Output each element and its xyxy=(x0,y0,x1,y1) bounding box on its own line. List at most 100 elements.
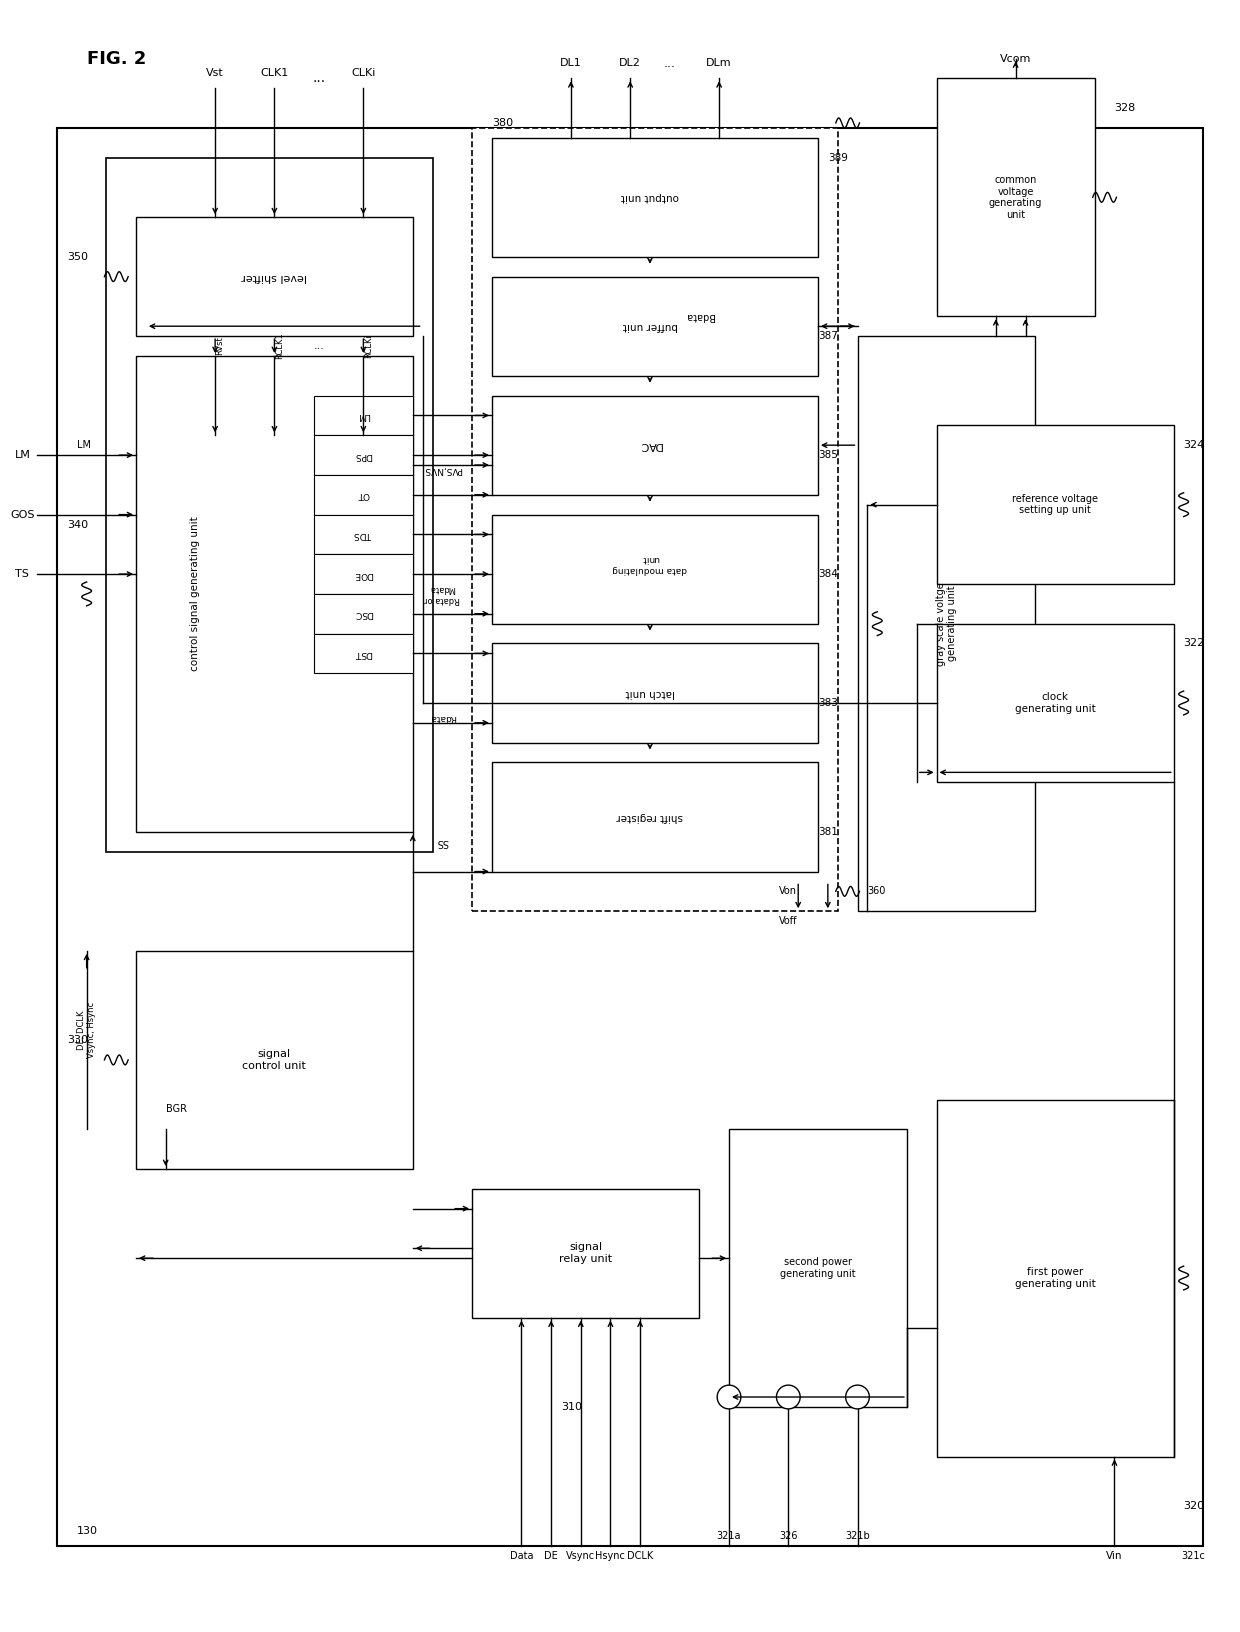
Text: Vsync: Vsync xyxy=(567,1550,595,1560)
Text: 360: 360 xyxy=(868,886,885,896)
Text: Von: Von xyxy=(779,886,796,896)
Text: 350: 350 xyxy=(67,251,88,261)
Circle shape xyxy=(846,1386,869,1408)
Text: DPS: DPS xyxy=(355,450,372,460)
Text: CLK1: CLK1 xyxy=(260,69,289,78)
Text: TDS: TDS xyxy=(355,530,372,539)
Text: 322: 322 xyxy=(1184,638,1205,648)
Text: DLm: DLm xyxy=(707,59,732,69)
Bar xyxy=(314,475,413,514)
Text: common
voltage
generating
unit: common voltage generating unit xyxy=(990,175,1043,220)
Text: second power
generating unit: second power generating unit xyxy=(780,1257,856,1279)
Text: latch unit: latch unit xyxy=(625,689,675,698)
Bar xyxy=(57,127,1203,1546)
Text: FIG. 2: FIG. 2 xyxy=(87,49,146,67)
Text: 389: 389 xyxy=(828,153,848,163)
Circle shape xyxy=(717,1386,740,1408)
Text: DOE: DOE xyxy=(353,570,373,579)
Bar xyxy=(136,356,413,832)
Bar xyxy=(492,137,818,256)
Text: signal
relay unit: signal relay unit xyxy=(559,1242,613,1265)
Text: 385: 385 xyxy=(818,450,838,460)
Text: output unit: output unit xyxy=(621,193,680,202)
Bar xyxy=(492,277,818,375)
Text: LM: LM xyxy=(15,450,30,460)
Bar xyxy=(136,217,413,336)
Bar xyxy=(314,395,413,436)
Text: Vcom: Vcom xyxy=(999,54,1032,64)
Text: 130: 130 xyxy=(77,1526,98,1536)
Text: Hsync: Hsync xyxy=(595,1550,625,1560)
Text: DE, DCLK
Vsync, Hsync: DE, DCLK Vsync, Hsync xyxy=(77,1002,97,1058)
Text: 330: 330 xyxy=(67,1035,88,1044)
Bar xyxy=(314,514,413,555)
Bar xyxy=(314,436,413,475)
Text: gray scale voltge
generating unit: gray scale voltge generating unit xyxy=(936,581,957,666)
Text: 324: 324 xyxy=(1184,441,1205,450)
Bar xyxy=(492,395,818,494)
Text: OT: OT xyxy=(357,490,370,499)
Text: DL1: DL1 xyxy=(560,59,582,69)
Text: RVst: RVst xyxy=(216,336,224,356)
Bar xyxy=(136,951,413,1169)
Text: 320: 320 xyxy=(1184,1501,1205,1511)
Bar xyxy=(858,336,1035,911)
Text: Voff: Voff xyxy=(779,916,797,925)
Text: CLKi: CLKi xyxy=(351,69,376,78)
Text: TS: TS xyxy=(15,570,30,579)
Text: 380: 380 xyxy=(492,118,513,127)
Text: 340: 340 xyxy=(67,519,88,529)
Text: data modulating
unit: data modulating unit xyxy=(613,555,687,574)
Text: DAC: DAC xyxy=(639,441,662,450)
Text: buffer unit: buffer unit xyxy=(622,322,677,331)
Text: Rdata or
Mdata: Rdata or Mdata xyxy=(424,584,460,604)
Text: RCLKi: RCLKi xyxy=(363,335,373,357)
Text: 383: 383 xyxy=(818,698,838,708)
Bar xyxy=(729,1129,906,1407)
Text: DSC: DSC xyxy=(353,609,373,619)
Text: Vin: Vin xyxy=(1106,1550,1122,1560)
Text: ...: ... xyxy=(663,57,676,70)
Bar xyxy=(314,555,413,594)
Bar xyxy=(472,1188,699,1317)
Text: 321c: 321c xyxy=(1182,1550,1205,1560)
Circle shape xyxy=(776,1386,800,1408)
Bar xyxy=(936,1100,1174,1456)
Text: PVS,NVS: PVS,NVS xyxy=(423,465,461,475)
Text: 321b: 321b xyxy=(846,1531,870,1541)
Bar xyxy=(314,594,413,633)
Text: 384: 384 xyxy=(818,570,838,579)
Text: LM: LM xyxy=(357,411,370,419)
Text: Rdata: Rdata xyxy=(429,713,456,723)
Text: control signal generating unit: control signal generating unit xyxy=(191,517,201,671)
Text: 328: 328 xyxy=(1115,103,1136,113)
Bar xyxy=(936,623,1174,782)
Bar xyxy=(492,514,818,623)
Text: DST: DST xyxy=(355,650,372,658)
Bar xyxy=(314,633,413,674)
Text: signal
control unit: signal control unit xyxy=(243,1049,306,1071)
Text: ...: ... xyxy=(314,341,325,351)
Text: DE: DE xyxy=(544,1550,558,1560)
Text: BGR: BGR xyxy=(166,1105,187,1115)
Text: 326: 326 xyxy=(779,1531,797,1541)
Text: first power
generating unit: first power generating unit xyxy=(1014,1266,1095,1289)
Text: 387: 387 xyxy=(818,331,838,341)
Text: GOS: GOS xyxy=(10,509,35,519)
Bar xyxy=(936,78,1095,317)
Text: shift register: shift register xyxy=(616,813,683,823)
Text: SS: SS xyxy=(436,837,449,847)
Text: Bdata: Bdata xyxy=(684,312,714,322)
Text: Vst: Vst xyxy=(206,69,224,78)
Bar xyxy=(492,762,818,871)
Text: 310: 310 xyxy=(560,1402,582,1412)
Text: clock
generating unit: clock generating unit xyxy=(1014,692,1095,713)
Bar xyxy=(107,158,433,852)
Text: RCLK1: RCLK1 xyxy=(275,333,284,359)
Bar xyxy=(492,643,818,743)
Text: DCLK: DCLK xyxy=(627,1550,653,1560)
Text: 321a: 321a xyxy=(717,1531,742,1541)
Bar xyxy=(472,127,838,911)
Bar xyxy=(936,426,1174,584)
Text: ...: ... xyxy=(312,72,325,85)
